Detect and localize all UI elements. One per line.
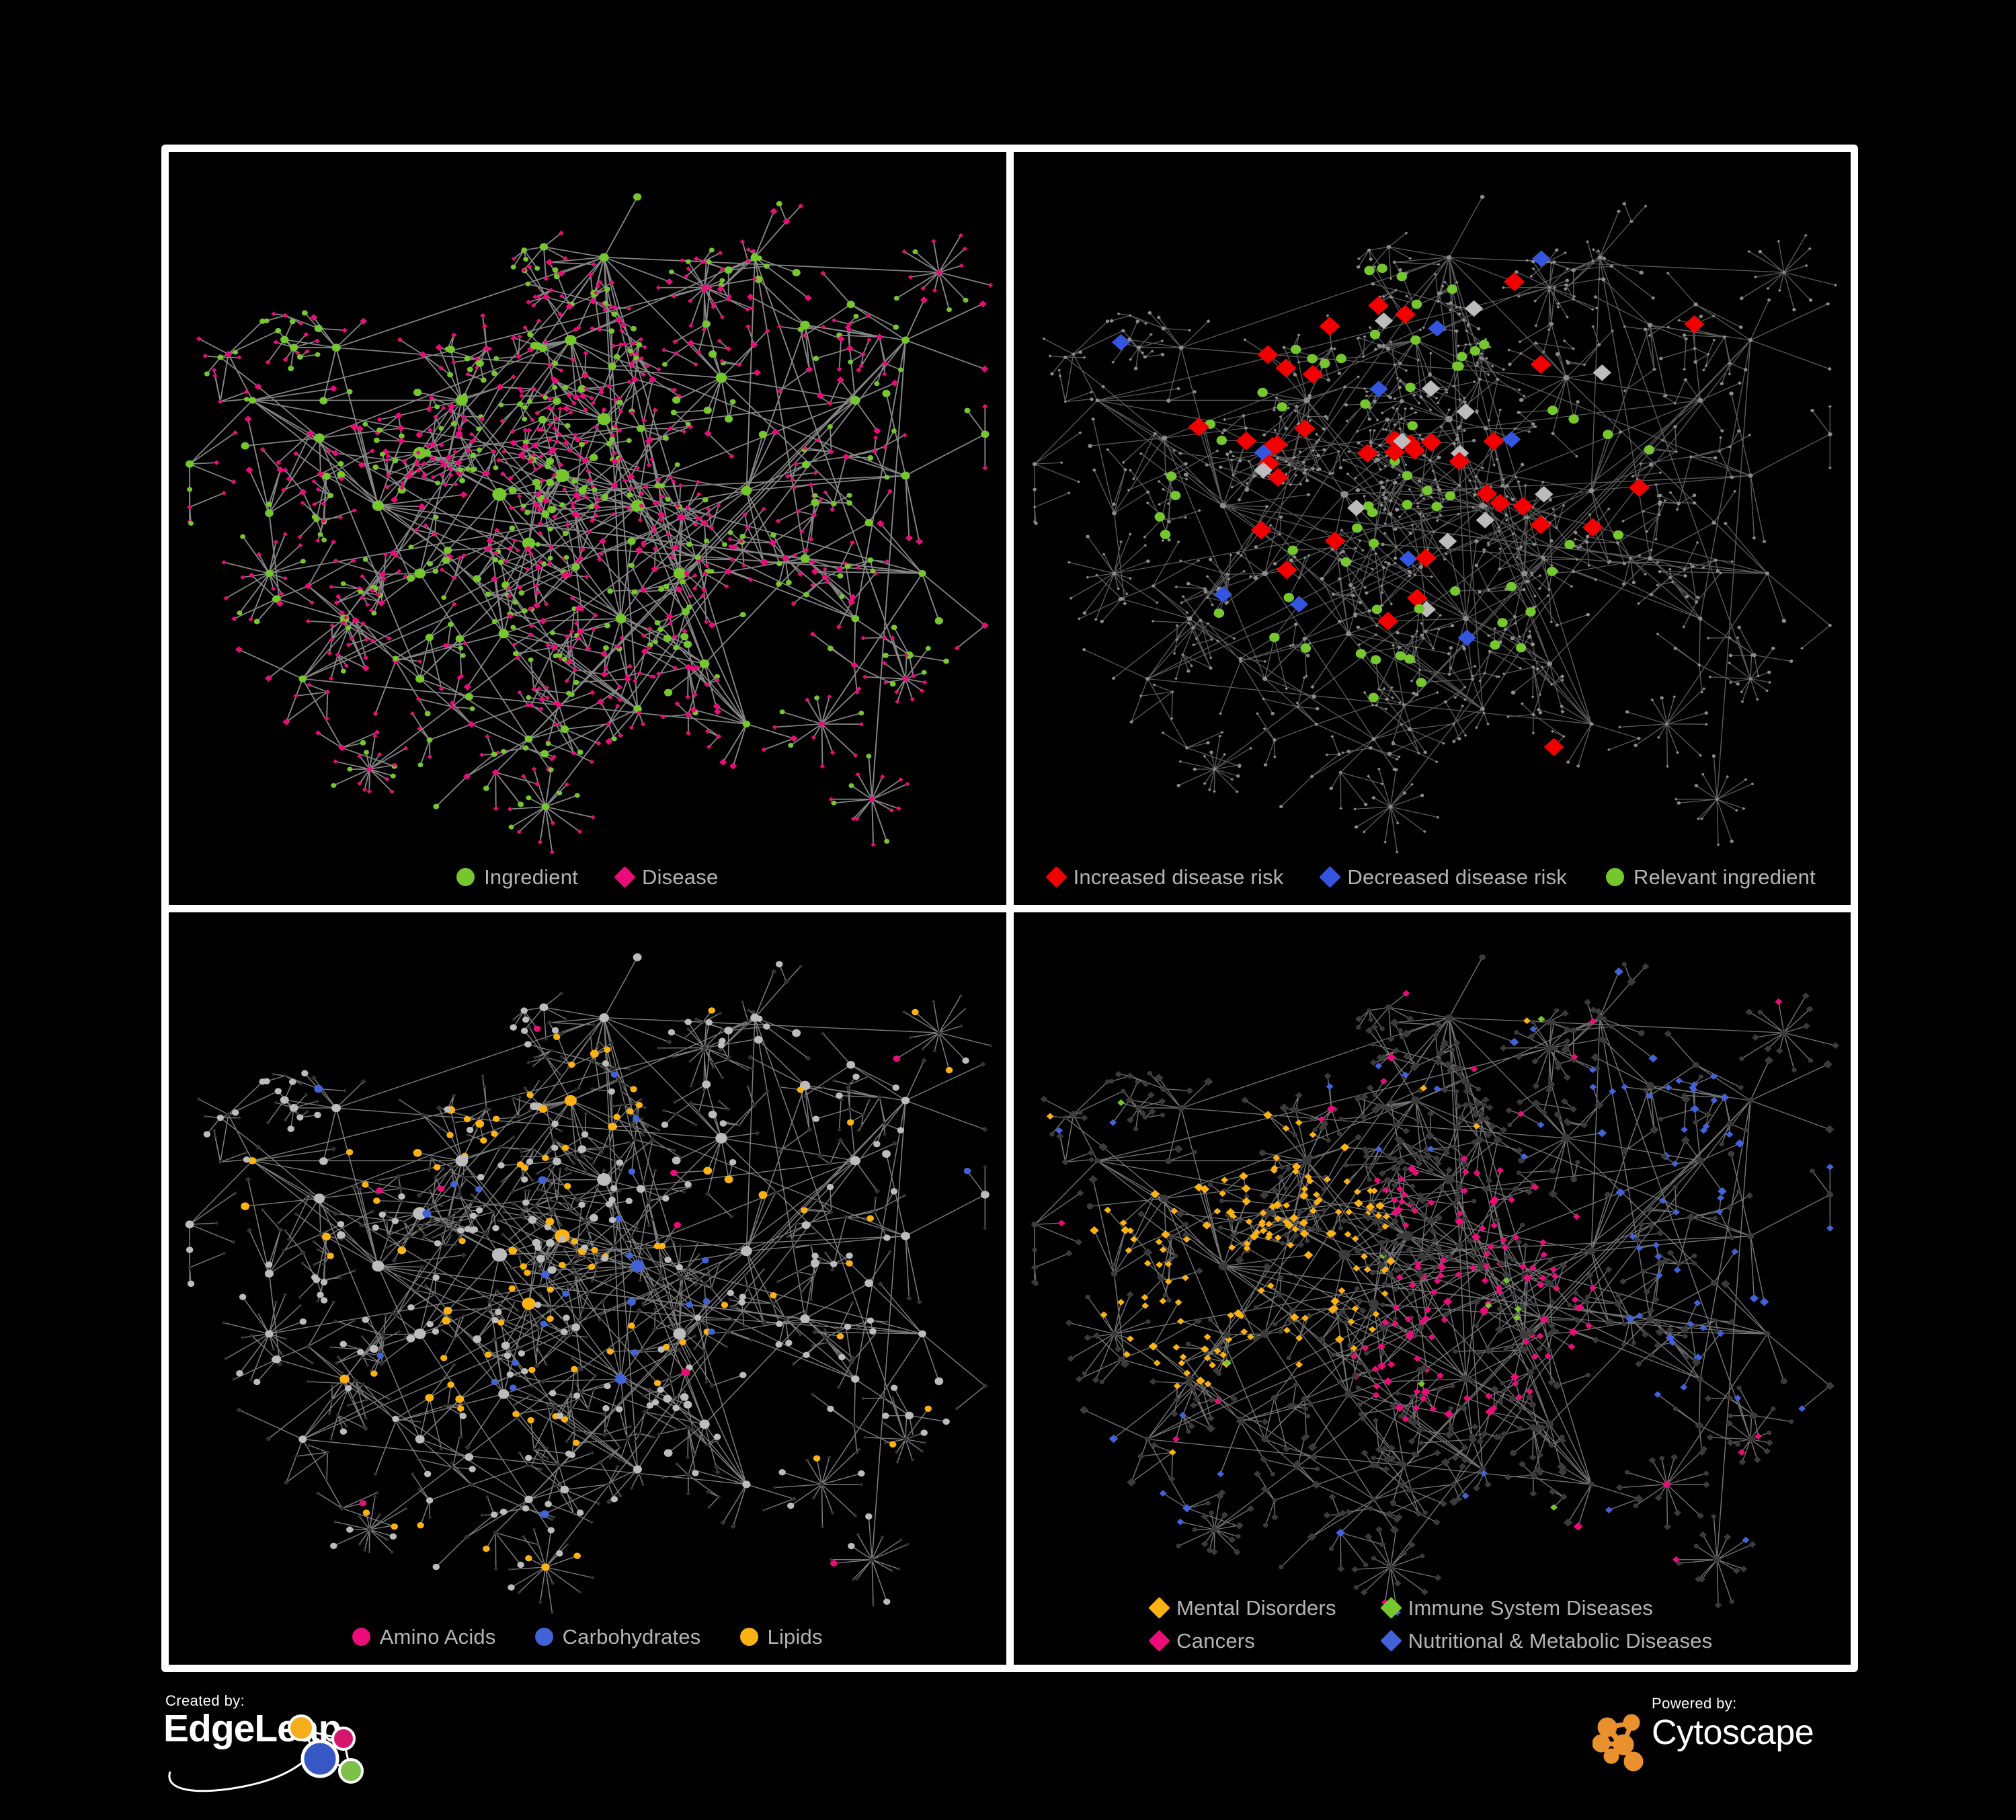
legend-ingredient-disease: Ingredient Disease	[169, 865, 1006, 889]
immune-system-diseases-marker-icon	[1379, 1597, 1402, 1619]
legend-item[interactable]: Cancers	[1148, 1629, 1336, 1653]
figure-frame: Ingredient Disease Increased disease ris…	[161, 145, 1858, 1672]
legend-item-label: Disease	[641, 865, 719, 889]
carbohydrates-marker-icon	[534, 1628, 553, 1646]
decreased-risk-marker-icon	[1319, 865, 1342, 888]
powered-by-label: Powered by:	[1652, 1695, 1737, 1712]
network-canvas-ingredient-disease[interactable]	[169, 152, 1006, 905]
legend-item[interactable]: Immune System Diseases	[1379, 1596, 1713, 1620]
legend-item-label: Increased disease risk	[1073, 865, 1284, 889]
disease-marker-icon	[614, 865, 636, 888]
legend-disease-category: Mental Disorders Immune System Diseases …	[1014, 1596, 1851, 1653]
network-canvas-disease-category[interactable]	[1014, 912, 1851, 1665]
legend-item[interactable]: Ingredient	[456, 867, 578, 887]
panel-disease-category-network[interactable]: Mental Disorders Immune System Diseases …	[1013, 912, 1851, 1665]
legend-item-label: Lipids	[767, 1625, 823, 1649]
legend-item-label: Relevant ingredient	[1634, 865, 1816, 889]
figure-footer: Created by: EdgeLeap Powered by: Cytosca…	[0, 1672, 2016, 1820]
network-canvas-disease-risk[interactable]	[1014, 152, 1851, 905]
legend-item-label: Amino Acids	[379, 1625, 496, 1649]
legend-item[interactable]: Lipids	[739, 1625, 823, 1649]
legend-item[interactable]: Disease	[614, 865, 719, 889]
cancers-marker-icon	[1148, 1630, 1170, 1652]
legend-item[interactable]: Decreased disease risk	[1319, 865, 1567, 889]
ingredient-marker-icon	[456, 867, 475, 886]
relevant-ingredient-marker-icon	[1606, 867, 1624, 886]
legend-item[interactable]: Carbohydrates	[534, 1625, 701, 1649]
legend-nutrient-class: Amino Acids Carbohydrates Lipids	[169, 1626, 1006, 1647]
legend-item-label: Nutritional & Metabolic Diseases	[1408, 1629, 1713, 1653]
panel-ingredient-disease-network[interactable]: Ingredient Disease	[169, 152, 1006, 905]
legend-item-label: Decreased disease risk	[1347, 865, 1567, 889]
legend-disease-risk: Increased disease risk Decreased disease…	[1014, 865, 1851, 889]
legend-item-label: Immune System Diseases	[1408, 1596, 1654, 1620]
panel-disease-risk-network[interactable]: Increased disease risk Decreased disease…	[1013, 152, 1851, 905]
legend-item-label: Mental Disorders	[1176, 1596, 1336, 1620]
edgeleap-graph-icon	[168, 1714, 364, 1792]
legend-item[interactable]: Relevant ingredient	[1606, 867, 1816, 887]
edgeleap-logo[interactable]: Created by: EdgeLeap	[163, 1692, 446, 1800]
legend-item[interactable]: Nutritional & Metabolic Diseases	[1379, 1629, 1713, 1653]
nutritional-metabolic-diseases-marker-icon	[1379, 1630, 1402, 1652]
panel-nutrient-class-network[interactable]: Amino Acids Carbohydrates Lipids	[169, 912, 1006, 1665]
created-by-label: Created by:	[165, 1692, 245, 1709]
cytoscape-graph-icon	[1592, 1714, 1644, 1772]
cytoscape-logo[interactable]: Powered by: Cytoscape	[1592, 1695, 1861, 1789]
lipids-marker-icon	[739, 1628, 758, 1646]
mental-disorders-marker-icon	[1148, 1597, 1170, 1619]
panel-grid: Ingredient Disease Increased disease ris…	[161, 145, 1858, 1672]
legend-item-label: Cancers	[1176, 1629, 1255, 1653]
cytoscape-wordmark: Cytoscape	[1652, 1713, 1814, 1752]
legend-item[interactable]: Increased disease risk	[1045, 865, 1284, 889]
amino-acids-marker-icon	[352, 1628, 370, 1646]
network-canvas-nutrient-class[interactable]	[169, 912, 1006, 1665]
legend-item[interactable]: Mental Disorders	[1148, 1596, 1336, 1620]
increased-risk-marker-icon	[1045, 865, 1067, 888]
legend-item-label: Ingredient	[484, 865, 578, 889]
legend-item[interactable]: Amino Acids	[352, 1626, 496, 1647]
legend-item-label: Carbohydrates	[562, 1625, 701, 1649]
